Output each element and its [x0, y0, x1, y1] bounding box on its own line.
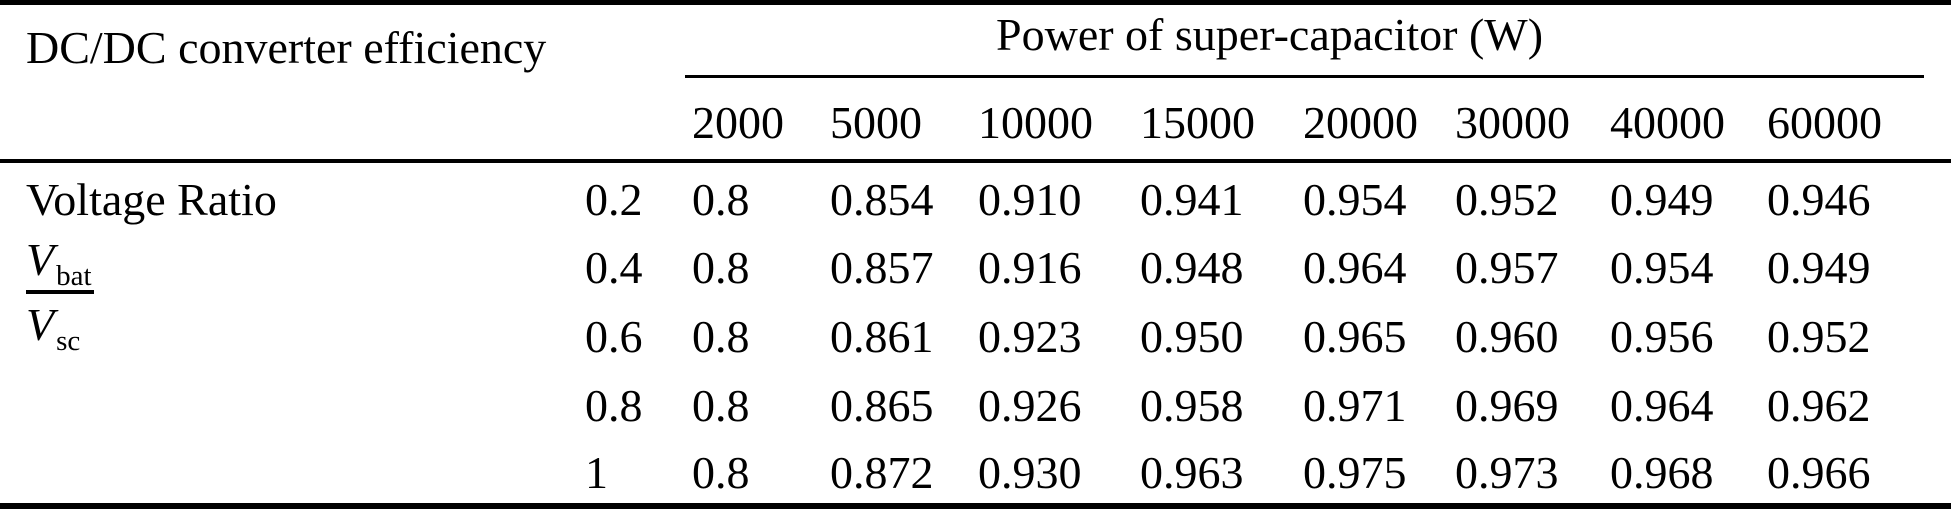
- table-cell: 0.968: [1610, 447, 1714, 498]
- fraction-denominator: Vsc: [26, 298, 96, 355]
- table-cell: 0.8: [692, 241, 750, 293]
- table-cell: 0.926: [978, 379, 1082, 431]
- row-group-label-cell: Voltage Ratio Vbat Vsc: [0, 161, 585, 506]
- table-cell: 0.8: [692, 310, 750, 362]
- table-cell: 0.857: [830, 241, 934, 293]
- table-cell: 0.8: [692, 173, 750, 225]
- table-title: DC/DC converter efficiency: [26, 22, 547, 73]
- table-cell: 0.923: [978, 310, 1082, 362]
- table-cell: 0.930: [978, 447, 1082, 498]
- table-cell: 0.948: [1140, 241, 1244, 293]
- table-cell: 0.916: [978, 241, 1082, 293]
- table-cell: 0.952: [1455, 173, 1559, 225]
- table-row: 0.6 0.8 0.861 0.923 0.950 0.965 0.960 0.…: [0, 299, 1951, 368]
- table-cell: 0.854: [830, 173, 934, 225]
- column-header-row: 2000 5000 10000 15000 20000 30000 40000 …: [0, 77, 1951, 163]
- row-axis-title: Voltage Ratio: [26, 174, 277, 225]
- table-cell: 0.965: [1303, 310, 1407, 362]
- table-cell: 0.957: [1455, 241, 1559, 293]
- table-cell: 0.865: [830, 379, 934, 431]
- denominator-subscript: sc: [56, 324, 81, 357]
- table-cell: 0.956: [1610, 310, 1714, 362]
- table-cell: 0.973: [1455, 447, 1559, 498]
- table-cell: 0.910: [978, 173, 1082, 225]
- ratio-cell: 0.8: [585, 379, 643, 431]
- table-row: 0.4 0.8 0.857 0.916 0.948 0.964 0.957 0.…: [0, 230, 1951, 299]
- column-header: 10000: [978, 77, 1141, 163]
- table-cell: 0.872: [830, 447, 934, 498]
- numerator-symbol: V: [26, 233, 55, 285]
- table-cell: 0.949: [1767, 241, 1871, 293]
- fraction-bar: [26, 289, 94, 294]
- ratio-cell: 0.4: [585, 241, 643, 293]
- column-header: 20000: [1303, 77, 1456, 163]
- table-cell: 0.960: [1455, 310, 1559, 362]
- column-group-label: Power of super-capacitor (W): [685, 8, 1925, 78]
- table-cell: 0.952: [1767, 310, 1871, 362]
- table-cell: 0.946: [1767, 173, 1871, 225]
- table-cell: 0.975: [1303, 447, 1407, 498]
- column-header: 60000: [1767, 77, 1951, 163]
- column-header: 15000: [1140, 77, 1304, 163]
- table-cell: 0.963: [1140, 447, 1244, 498]
- table-cell: 0.969: [1455, 379, 1559, 431]
- table-row: 1 0.8 0.872 0.930 0.963 0.975 0.973 0.96…: [0, 437, 1951, 506]
- denominator-symbol: V: [26, 298, 55, 350]
- table-cell: 0.949: [1610, 173, 1714, 225]
- ratio-cell: 0.6: [585, 310, 643, 362]
- empty-header-cell: [0, 77, 693, 163]
- table-cell: 0.8: [692, 447, 750, 498]
- voltage-ratio-fraction: Vbat Vsc: [26, 233, 96, 355]
- table-cell: 0.958: [1140, 379, 1244, 431]
- table-cell: 0.964: [1303, 241, 1407, 293]
- table-cell: 0.954: [1610, 241, 1714, 293]
- table-cell: 0.971: [1303, 379, 1407, 431]
- table-cell: 0.8: [692, 379, 750, 431]
- table-cell: 0.962: [1767, 379, 1871, 431]
- ratio-cell: 1: [585, 447, 608, 498]
- column-group-header: Power of super-capacitor (W): [685, 3, 1951, 78]
- table-cell: 0.941: [1140, 173, 1244, 225]
- table-cell: 0.861: [830, 310, 934, 362]
- table-row: Voltage Ratio Vbat Vsc 0.2 0.8 0.854 0.9…: [0, 161, 1951, 355]
- table-cell: 0.950: [1140, 310, 1244, 362]
- numerator-subscript: bat: [56, 259, 92, 292]
- header-row-group: DC/DC converter efficiency Power of supe…: [0, 3, 1951, 78]
- table-cell: 0.954: [1303, 173, 1407, 225]
- table-cell: 0.964: [1610, 379, 1714, 431]
- column-header: 2000: [692, 77, 831, 163]
- ratio-cell: 0.2: [585, 173, 643, 225]
- column-header: 40000: [1610, 77, 1768, 163]
- column-header: 30000: [1455, 77, 1611, 163]
- column-header: 5000: [830, 77, 979, 163]
- table-row: 0.8 0.8 0.865 0.926 0.958 0.971 0.969 0.…: [0, 368, 1951, 437]
- table-cell: 0.966: [1767, 447, 1871, 498]
- fraction-numerator: Vbat: [26, 233, 96, 290]
